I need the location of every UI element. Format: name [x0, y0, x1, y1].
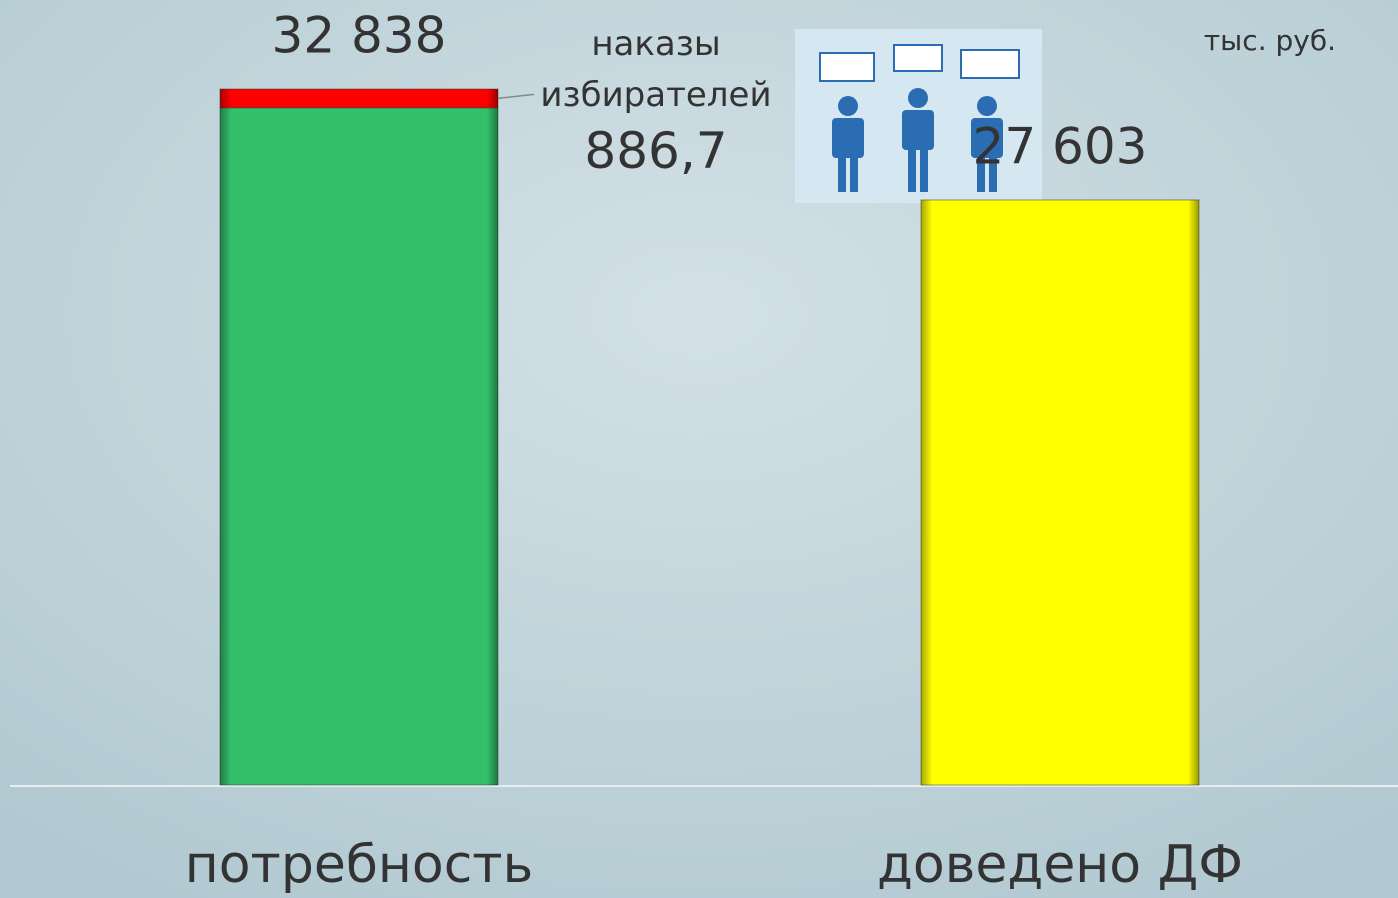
total-label: 27 603 — [973, 117, 1148, 175]
data-label: 886,7 — [584, 122, 727, 180]
bar-shade — [220, 107, 498, 785]
total-label: 32 838 — [272, 7, 447, 65]
bar-shade — [921, 199, 1199, 786]
x-tick-label: доведено ДФ — [877, 835, 1243, 895]
bar-shade — [220, 89, 498, 108]
x-tick-label: потребность — [185, 835, 534, 895]
leader-line — [497, 93, 535, 100]
people-icon — [795, 29, 1042, 203]
series-name: наказы избирателей — [540, 23, 771, 114]
unit-label: тыс. руб. — [1204, 24, 1336, 57]
